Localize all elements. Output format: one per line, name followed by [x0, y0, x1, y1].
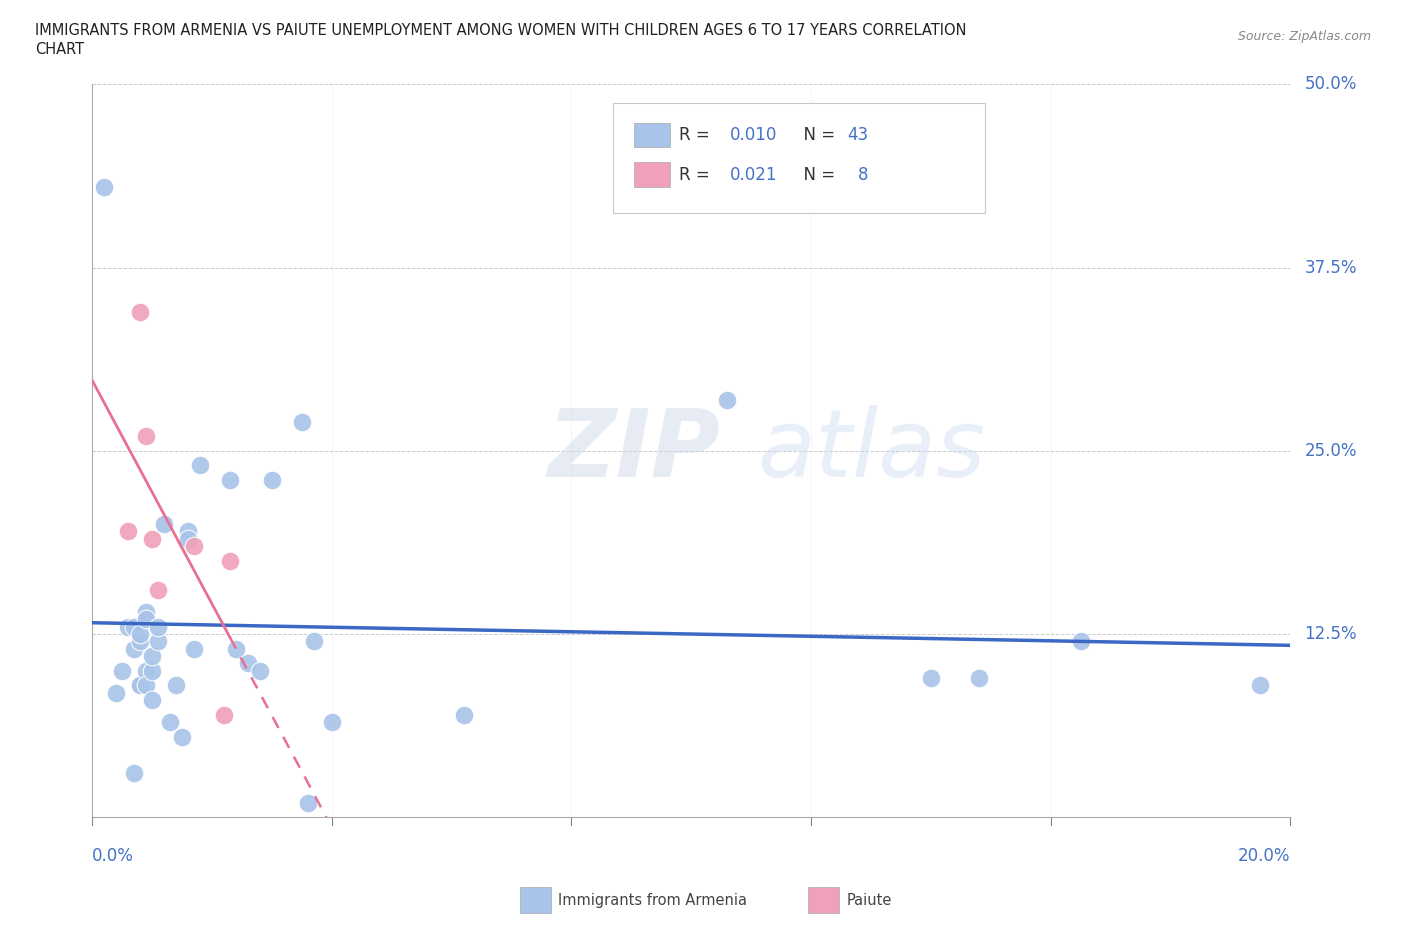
Text: Paiute: Paiute	[846, 893, 891, 908]
Point	[297, 795, 319, 810]
Text: ZIP: ZIP	[547, 405, 720, 497]
Point	[153, 517, 176, 532]
Text: 0.021: 0.021	[730, 166, 778, 183]
Text: Immigrants from Armenia: Immigrants from Armenia	[558, 893, 747, 908]
Point	[183, 641, 205, 656]
Text: 8: 8	[858, 166, 869, 183]
Point	[122, 619, 145, 634]
Text: CHART: CHART	[35, 42, 84, 57]
Bar	[634, 123, 669, 147]
Text: R =: R =	[679, 166, 716, 183]
Point	[141, 693, 163, 708]
Point	[135, 612, 157, 627]
Point	[141, 648, 163, 663]
Text: N =: N =	[793, 126, 841, 144]
Point	[135, 429, 157, 444]
Point	[135, 678, 157, 693]
Text: 43: 43	[848, 126, 869, 144]
Bar	[634, 163, 669, 187]
Point	[122, 641, 145, 656]
Point	[291, 414, 314, 429]
Point	[148, 582, 170, 597]
Point	[249, 663, 271, 678]
Point	[219, 553, 242, 568]
Point	[165, 678, 187, 693]
Point	[129, 678, 152, 693]
Point	[159, 714, 181, 729]
Text: 12.5%: 12.5%	[1305, 625, 1357, 643]
Text: N =: N =	[793, 166, 841, 183]
Point	[172, 729, 194, 744]
Point	[967, 671, 990, 685]
Point	[716, 392, 738, 407]
Point	[129, 304, 152, 319]
Point	[148, 619, 170, 634]
Point	[321, 714, 343, 729]
Text: atlas: atlas	[756, 405, 986, 497]
Point	[129, 634, 152, 649]
Point	[117, 524, 139, 538]
Point	[1070, 634, 1092, 649]
Point	[183, 538, 205, 553]
Point	[177, 524, 200, 538]
Point	[212, 707, 235, 722]
Text: R =: R =	[679, 126, 716, 144]
Text: 25.0%: 25.0%	[1305, 442, 1357, 459]
Point	[920, 671, 942, 685]
Text: 0.0%: 0.0%	[93, 846, 134, 865]
FancyBboxPatch shape	[613, 103, 984, 213]
Point	[141, 531, 163, 546]
Point	[111, 663, 134, 678]
Point	[1249, 678, 1271, 693]
Point	[219, 472, 242, 487]
Text: 0.010: 0.010	[730, 126, 778, 144]
Point	[225, 641, 247, 656]
Point	[117, 619, 139, 634]
Point	[260, 472, 283, 487]
Point	[177, 531, 200, 546]
Point	[453, 707, 475, 722]
Point	[188, 458, 211, 473]
Point	[135, 663, 157, 678]
Point	[93, 179, 115, 194]
Text: 50.0%: 50.0%	[1305, 75, 1357, 93]
Point	[135, 604, 157, 619]
Point	[236, 656, 259, 671]
Text: IMMIGRANTS FROM ARMENIA VS PAIUTE UNEMPLOYMENT AMONG WOMEN WITH CHILDREN AGES 6 : IMMIGRANTS FROM ARMENIA VS PAIUTE UNEMPL…	[35, 23, 967, 38]
Point	[141, 663, 163, 678]
Point	[129, 678, 152, 693]
Point	[122, 765, 145, 780]
Text: 20.0%: 20.0%	[1237, 846, 1291, 865]
Point	[105, 685, 128, 700]
Text: 37.5%: 37.5%	[1305, 259, 1357, 276]
Point	[129, 627, 152, 642]
Point	[148, 634, 170, 649]
Point	[302, 634, 325, 649]
Text: Source: ZipAtlas.com: Source: ZipAtlas.com	[1237, 30, 1371, 43]
